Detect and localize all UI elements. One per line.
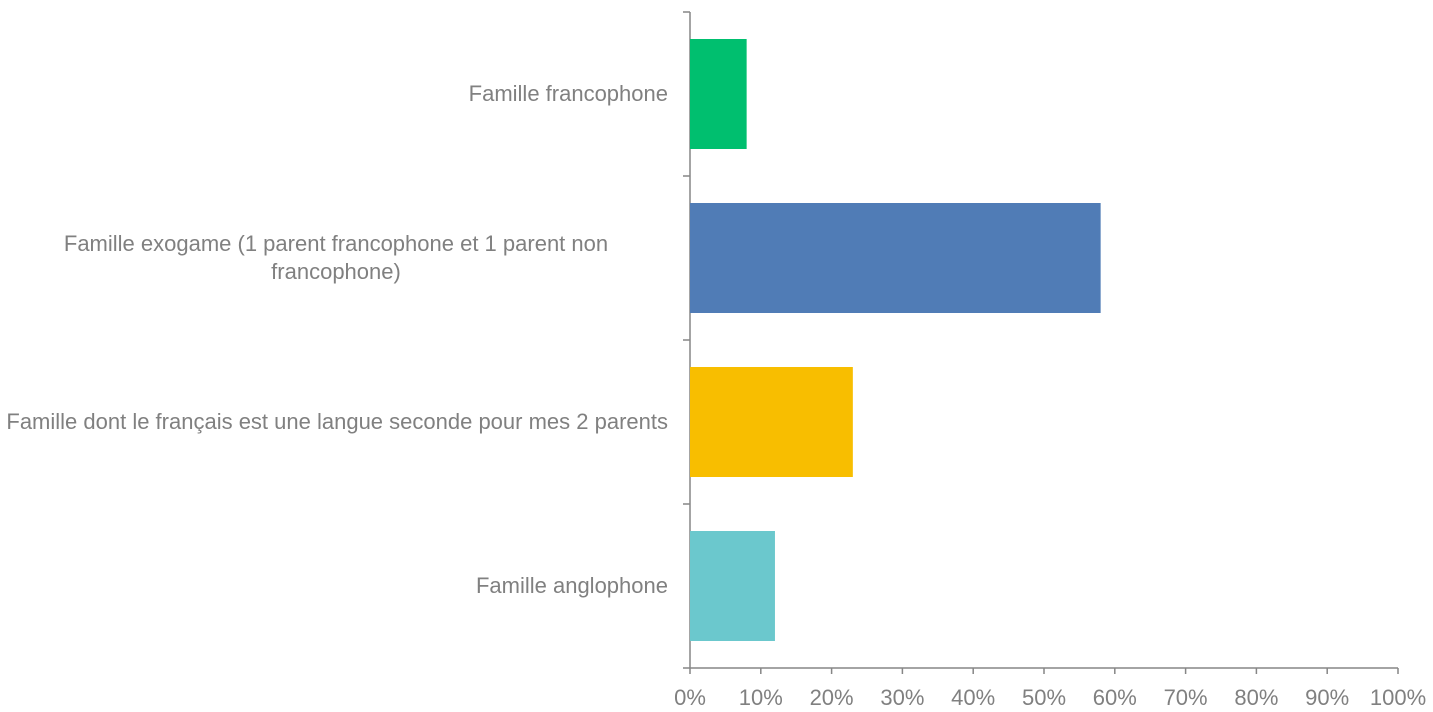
y-tick-label: Famille dont le français est une langue … <box>6 409 668 434</box>
category-label-box: Famille anglophone <box>4 504 668 668</box>
x-tick-label: 20% <box>810 685 854 710</box>
bar <box>690 203 1101 313</box>
x-tick-label: 80% <box>1234 685 1278 710</box>
x-tick-label: 60% <box>1093 685 1137 710</box>
x-tick-label: 0% <box>674 685 706 710</box>
category-label-box: Famille dont le français est une langue … <box>4 340 668 504</box>
x-tick-label: 50% <box>1022 685 1066 710</box>
x-tick-label: 10% <box>739 685 783 710</box>
category-label-box: Famille exogame (1 parent francophone et… <box>4 176 668 340</box>
x-tick-label: 70% <box>1164 685 1208 710</box>
bar <box>690 531 775 641</box>
bar <box>690 39 747 149</box>
category-label-box: Famille francophone <box>4 12 668 176</box>
x-tick-label: 30% <box>880 685 924 710</box>
y-tick-label: Famille exogame (1 parent francophone et… <box>63 231 609 284</box>
bar <box>690 367 853 477</box>
y-tick-label: Famille francophone <box>468 81 668 106</box>
x-tick-label: 40% <box>951 685 995 710</box>
x-tick-label: 90% <box>1305 685 1349 710</box>
y-tick-label: Famille anglophone <box>475 573 668 598</box>
x-tick-label: 100% <box>1370 685 1426 710</box>
